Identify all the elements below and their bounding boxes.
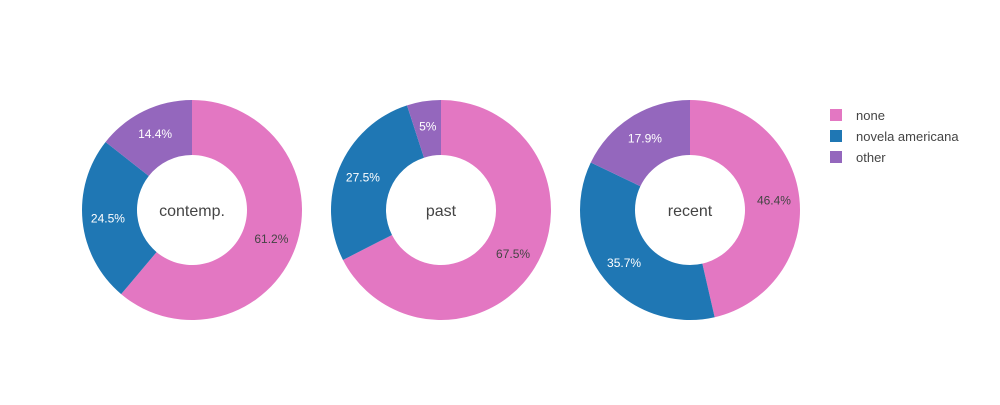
donut-recent: 46.4% 35.7% 17.9% recent [580, 100, 801, 321]
donut-center-label: past [426, 203, 457, 220]
legend-label: none [856, 108, 885, 123]
legend: none novela americana other [830, 108, 959, 165]
slice-none[interactable] [342, 100, 551, 320]
legend-item-none[interactable]: none [830, 108, 885, 123]
slice-novela-americana[interactable] [82, 141, 157, 295]
slice-other[interactable] [407, 100, 441, 158]
legend-label: novela americana [856, 129, 959, 144]
donut-charts-group: 61.2% 24.5% 14.4% contemp. 67.5% 27.5% 5% past 4… [82, 100, 801, 321]
slice-label-none: 46.4% [757, 193, 791, 207]
slice-none[interactable] [121, 100, 303, 320]
slice-label-other: 14.4% [138, 127, 172, 141]
slice-label-novela-americana: 27.5% [346, 171, 380, 185]
legend-swatch [830, 130, 842, 142]
slice-label-other: 17.9% [628, 132, 662, 146]
donut-center-label: recent [668, 203, 713, 220]
slice-novela-americana[interactable] [580, 162, 715, 321]
slice-label-novela-americana: 24.5% [91, 212, 125, 226]
legend-swatch [830, 109, 842, 121]
slice-label-none: 61.2% [254, 232, 288, 246]
slice-other[interactable] [105, 100, 192, 176]
legend-item-other[interactable]: other [830, 150, 886, 165]
slice-none[interactable] [690, 100, 801, 318]
legend-item-novela-americana[interactable]: novela americana [830, 129, 959, 144]
slice-other[interactable] [590, 100, 690, 187]
slice-label-none: 67.5% [496, 247, 530, 261]
legend-label: other [856, 150, 886, 165]
donut-center-label: contemp. [159, 203, 225, 220]
legend-swatch [830, 151, 842, 163]
donut-contemp: 61.2% 24.5% 14.4% contemp. [82, 100, 303, 320]
donut-past: 67.5% 27.5% 5% past [330, 100, 551, 320]
slice-label-other: 5% [419, 120, 437, 134]
slice-label-novela-americana: 35.7% [607, 256, 641, 270]
slice-novela-americana[interactable] [330, 105, 425, 260]
